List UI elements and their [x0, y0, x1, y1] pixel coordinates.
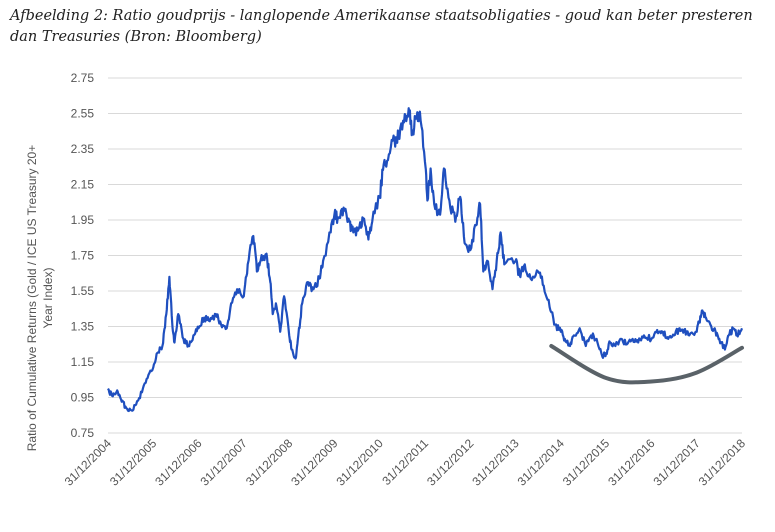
y-tick-label: 2.35	[71, 142, 95, 156]
y-tick-label: 1.95	[71, 213, 95, 227]
x-tick-label: 31/12/2004	[62, 436, 115, 489]
y-axis-title-line-2: Year Index)	[41, 268, 55, 329]
y-axis-ticks: 2.75 2.55 2.35 2.15 1.95 1.75 1.55 1.35 1.15 0.95…	[71, 71, 95, 440]
caption-line-1: Afbeelding 2: Ratio goudprijs - langlope…	[10, 8, 753, 24]
x-tick-label: 31/12/2012	[424, 436, 477, 489]
x-tick-label: 31/12/2005	[107, 436, 160, 489]
y-tick-label: 0.95	[71, 391, 95, 405]
series-layer	[107, 107, 744, 413]
y-axis-title-line-1: Ratio of Cumulative Returns (Gold / ICE …	[25, 145, 39, 451]
x-tick-label: 31/12/2018	[696, 436, 749, 489]
x-tick-label: 31/12/2015	[560, 436, 613, 489]
figure-caption: Afbeelding 2: Ratio goudprijs - langlope…	[10, 6, 765, 48]
x-tick-label: 31/12/2008	[243, 436, 296, 489]
x-tick-label: 31/12/2017	[650, 436, 703, 489]
x-tick-label: 31/12/2013	[469, 436, 522, 489]
annotation-layer	[549, 344, 744, 385]
y-tick-label: 1.35	[71, 320, 95, 334]
x-axis-ticks: 31/12/200431/12/200531/12/200631/12/2007…	[62, 436, 749, 489]
bottom-arc-annotation	[549, 344, 744, 385]
x-tick-label: 31/12/2009	[288, 436, 341, 489]
x-tick-label: 31/12/2010	[333, 436, 386, 489]
gridlines	[108, 77, 742, 434]
x-tick-label: 31/12/2016	[605, 436, 658, 489]
x-tick-label: 31/12/2006	[152, 436, 205, 489]
y-tick-label: 2.75	[71, 71, 95, 85]
y-tick-label: 2.15	[71, 178, 95, 192]
x-tick-label: 31/12/2007	[198, 436, 251, 489]
y-tick-label: 1.55	[71, 284, 95, 298]
x-tick-label: 31/12/2011	[379, 436, 431, 488]
y-tick-label: 0.75	[71, 426, 95, 440]
x-tick-label: 31/12/2014	[515, 436, 568, 489]
series-line	[107, 107, 744, 413]
y-tick-label: 1.15	[71, 355, 95, 369]
y-tick-label: 1.75	[71, 249, 95, 263]
caption-line-2: dan Treasuries (Bron: Bloomberg)	[10, 29, 262, 45]
y-tick-label: 2.55	[71, 107, 95, 121]
